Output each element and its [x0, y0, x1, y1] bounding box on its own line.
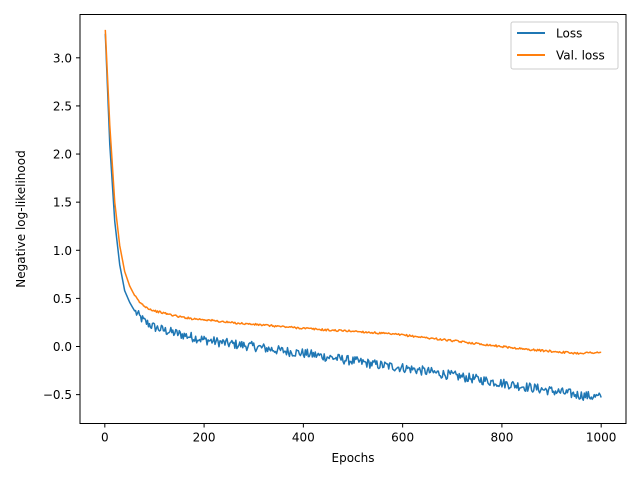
x-tick-label: 1000	[586, 431, 617, 445]
x-tick-label: 0	[101, 431, 109, 445]
y-tick-label: 2.0	[53, 148, 72, 162]
y-tick-label: 2.5	[53, 99, 72, 113]
series-layer	[104, 29, 602, 401]
y-tick-label: 0.0	[53, 340, 72, 354]
x-axis-label: Epochs	[332, 451, 375, 465]
x-tick-label: 600	[391, 431, 414, 445]
x-tick-label: 400	[292, 431, 315, 445]
legend: Loss Val. loss	[510, 21, 619, 70]
y-axis-ticks: −0.5 0.0 0.5 1.0 1.5 2.0 2.5 3.0	[43, 51, 80, 402]
y-tick-label: 1.5	[53, 196, 72, 210]
x-axis-ticks: 0 200 400 600 800 1000	[101, 423, 617, 445]
plot-area	[80, 14, 626, 424]
y-tick-label: 0.5	[53, 292, 72, 306]
y-tick-label: 3.0	[53, 51, 72, 65]
series-line-val-loss	[104, 29, 602, 355]
legend-label-val-loss: Val. loss	[556, 49, 605, 63]
x-tick-label: 800	[490, 431, 513, 445]
x-tick-label: 200	[193, 431, 216, 445]
legend-label-loss: Loss	[556, 27, 582, 41]
y-tick-label: 1.0	[53, 244, 72, 258]
plot-frame	[79, 14, 627, 424]
y-axis-label: Negative log-likelihood	[14, 150, 28, 287]
series-line-loss	[104, 33, 602, 401]
y-tick-label: −0.5	[43, 388, 72, 402]
